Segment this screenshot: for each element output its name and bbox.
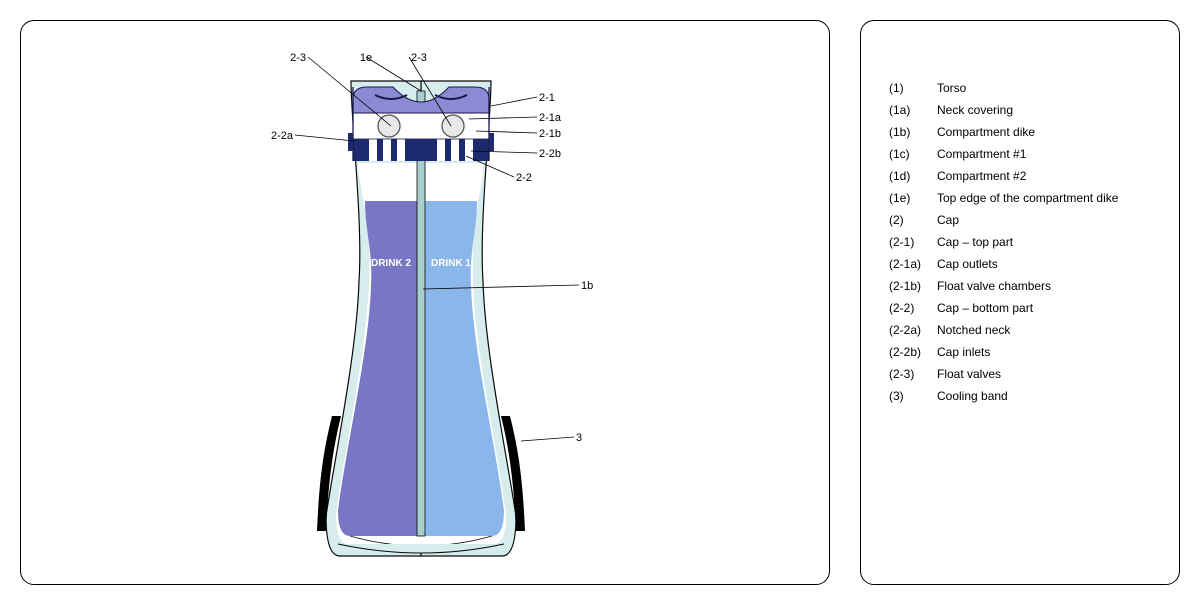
legend-item: (1a)Neck covering	[889, 103, 1159, 117]
legend-item: (1e)Top edge of the compartment dike	[889, 191, 1159, 205]
legend-label: Torso	[937, 81, 966, 95]
legend-label: Compartment #1	[937, 147, 1026, 161]
callout-line	[521, 437, 574, 441]
callout-label: 2-3	[411, 52, 427, 64]
legend-label: Cap	[937, 213, 959, 227]
drink-1-label: DRINK 1	[431, 258, 471, 269]
legend-label: Float valves	[937, 367, 1001, 381]
legend-item: (1c)Compartment #1	[889, 147, 1159, 161]
callout-label: 1e	[360, 52, 372, 64]
legend-item: (2-2b)Cap inlets	[889, 345, 1159, 359]
callout-label: 2-1b	[539, 128, 561, 140]
legend-label: Notched neck	[937, 323, 1010, 337]
legend-code: (3)	[889, 389, 937, 403]
legend-item: (3)Cooling band	[889, 389, 1159, 403]
legend-code: (2-1)	[889, 235, 937, 249]
legend-code: (2)	[889, 213, 937, 227]
legend-code: (1)	[889, 81, 937, 95]
legend-item: (2-1)Cap – top part	[889, 235, 1159, 249]
legend-code: (2-2a)	[889, 323, 937, 337]
callout-label: 2-2b	[539, 148, 561, 160]
callout-label: 2-2a	[271, 130, 294, 142]
cap-inlet	[383, 139, 391, 161]
drink-2-label: DRINK 2	[371, 258, 411, 269]
legend-item: (1b)Compartment dike	[889, 125, 1159, 139]
legend-label: Compartment dike	[937, 125, 1035, 139]
legend-code: (2-1a)	[889, 257, 937, 271]
legend-label: Cap – top part	[937, 235, 1013, 249]
callout-label: 2-3	[290, 52, 306, 64]
legend-label: Top edge of the compartment dike	[937, 191, 1118, 205]
float-valve-right	[442, 115, 464, 137]
legend-label: Compartment #2	[937, 169, 1026, 183]
diagram-panel: DRINK 1 DRINK 2 2-3 1e 2-3 2-1 2-1a 2-1b 2-2b 2-2…	[20, 20, 830, 585]
cap-inlet	[369, 139, 377, 161]
legend-label: Float valve chambers	[937, 279, 1051, 293]
legend-code: (2-2)	[889, 301, 937, 315]
legend-code: (1c)	[889, 147, 937, 161]
callout-line	[491, 97, 537, 106]
legend-code: (1d)	[889, 169, 937, 183]
float-valve-chamber-housing	[353, 113, 489, 139]
legend-code: (1e)	[889, 191, 937, 205]
legend-label: Cap outlets	[937, 257, 998, 271]
legend-code: (1b)	[889, 125, 937, 139]
legend-item: (2-2a)Notched neck	[889, 323, 1159, 337]
callout-label: 3	[576, 432, 582, 444]
callout-label: 1b	[581, 280, 593, 292]
legend-label: Neck covering	[937, 103, 1013, 117]
cap-inlet	[437, 139, 445, 161]
legend-code: (2-3)	[889, 367, 937, 381]
callout-label: 2-2	[516, 172, 532, 184]
legend-panel: (1)Torso(1a)Neck covering(1b)Compartment…	[860, 20, 1180, 585]
legend-item: (2-2)Cap – bottom part	[889, 301, 1159, 315]
cap-inlet	[451, 139, 459, 161]
legend-code: (2-2b)	[889, 345, 937, 359]
legend-list: (1)Torso(1a)Neck covering(1b)Compartment…	[861, 21, 1179, 403]
legend-label: Cap inlets	[937, 345, 990, 359]
legend-code: (1a)	[889, 103, 937, 117]
callout-label: 2-1a	[539, 112, 562, 124]
notched-neck-right	[489, 133, 494, 151]
notched-neck-left	[348, 133, 353, 151]
legend-item: (2-3)Float valves	[889, 367, 1159, 381]
diagram-svg: DRINK 1 DRINK 2 2-3 1e 2-3 2-1 2-1a 2-1b 2-2b 2-2…	[21, 21, 831, 586]
legend-label: Cap – bottom part	[937, 301, 1033, 315]
legend-item: (1)Torso	[889, 81, 1159, 95]
legend-item: (2-1b)Float valve chambers	[889, 279, 1159, 293]
callout-label: 2-1	[539, 92, 555, 104]
callout-line	[295, 135, 354, 141]
legend-item: (2-1a)Cap outlets	[889, 257, 1159, 271]
legend-item: (1d)Compartment #2	[889, 169, 1159, 183]
legend-label: Cooling band	[937, 389, 1008, 403]
legend-code: (2-1b)	[889, 279, 937, 293]
legend-item: (2)Cap	[889, 213, 1159, 227]
cap-inlet	[397, 139, 405, 161]
